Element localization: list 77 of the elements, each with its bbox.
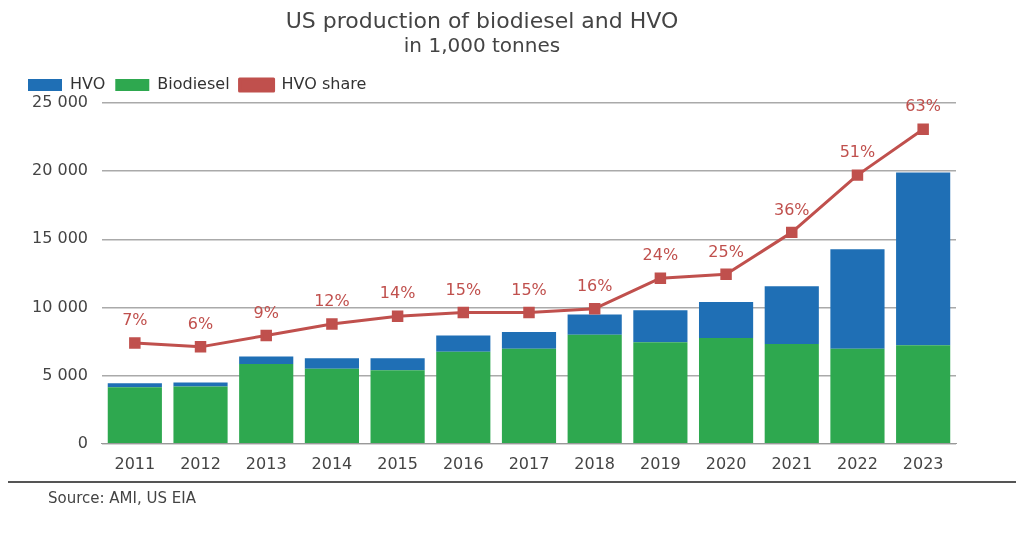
- point: [457, 306, 470, 319]
- point: [523, 306, 535, 319]
- x-tick-label: 2021: [771, 453, 813, 473]
- y-tick-label: 25 000: [32, 92, 88, 112]
- data-label: 7%: [122, 310, 148, 330]
- data-label: 24%: [642, 245, 679, 265]
- point: [851, 169, 864, 181]
- point: [588, 302, 601, 315]
- bar: [304, 368, 359, 444]
- legend-label: HVO: [70, 74, 106, 94]
- data-label: 36%: [773, 199, 810, 219]
- y-tick-label: 5 000: [42, 364, 88, 384]
- bar: [698, 337, 754, 444]
- bar: [370, 358, 425, 371]
- bar: [501, 332, 557, 349]
- bar: [107, 387, 162, 444]
- data-label: 16%: [576, 275, 613, 295]
- x-tick-label: 2019: [640, 453, 681, 473]
- bar: [830, 249, 885, 349]
- x-tick-label: 2014: [311, 453, 353, 473]
- x-tick-label: 2018: [574, 453, 616, 473]
- x-tick-label: 2015: [377, 453, 418, 473]
- bar: [107, 383, 162, 388]
- y-tick-label: 0: [77, 432, 88, 452]
- point: [917, 123, 929, 136]
- y-tick-label: 10 000: [32, 296, 88, 316]
- x-tick-label: 2023: [902, 453, 944, 473]
- point: [391, 310, 404, 323]
- bar: [173, 386, 228, 444]
- bar: [896, 345, 951, 444]
- x-tick-label: 2016: [442, 453, 484, 473]
- bar: [173, 382, 228, 387]
- bar: [698, 302, 754, 338]
- chart-subtitle: in 1,000 tonnes: [402, 33, 562, 57]
- point: [654, 272, 667, 284]
- data-label: 9%: [253, 302, 279, 322]
- x-tick-label: 2013: [245, 453, 287, 473]
- data-label: 15%: [445, 279, 482, 299]
- bar: [764, 343, 819, 444]
- point: [326, 318, 338, 330]
- bar: [633, 310, 688, 343]
- x-tick-label: 2020: [705, 453, 747, 473]
- data-label: 12%: [314, 291, 350, 311]
- bar: [239, 356, 294, 365]
- chart-title: US production of biodiesel and HVO: [284, 8, 680, 33]
- point: [260, 329, 272, 342]
- legend-label: Biodiesel: [157, 74, 230, 94]
- bar: [633, 342, 688, 444]
- bar: [304, 358, 359, 369]
- bar: [764, 286, 819, 344]
- bar: [501, 348, 557, 444]
- bar: [370, 370, 425, 444]
- bar: [567, 314, 622, 335]
- data-label: 51%: [839, 142, 876, 162]
- bar: [830, 348, 885, 444]
- point: [129, 337, 141, 349]
- source-note: Source: AMI, US EIA: [48, 489, 197, 507]
- x-tick-label: 2022: [837, 453, 878, 473]
- y-tick-label: 20 000: [32, 160, 88, 180]
- bar: [436, 335, 491, 352]
- point: [720, 268, 732, 281]
- x-tick-label: 2011: [114, 453, 156, 473]
- point: [194, 341, 207, 353]
- x-tick-label: 2012: [180, 453, 221, 473]
- x-tick-label: 2017: [508, 453, 550, 473]
- point: [786, 226, 798, 239]
- data-label: 15%: [511, 279, 547, 299]
- legend-label: HVO share: [281, 74, 367, 94]
- data-label: 6%: [187, 314, 214, 334]
- data-label: 14%: [379, 283, 416, 303]
- data-label: 25%: [708, 241, 744, 261]
- bar: [567, 334, 622, 444]
- data-label: 63%: [905, 96, 941, 116]
- bar: [436, 351, 491, 444]
- bar: [239, 364, 294, 444]
- y-tick-label: 15 000: [32, 228, 88, 248]
- bar: [896, 172, 951, 346]
